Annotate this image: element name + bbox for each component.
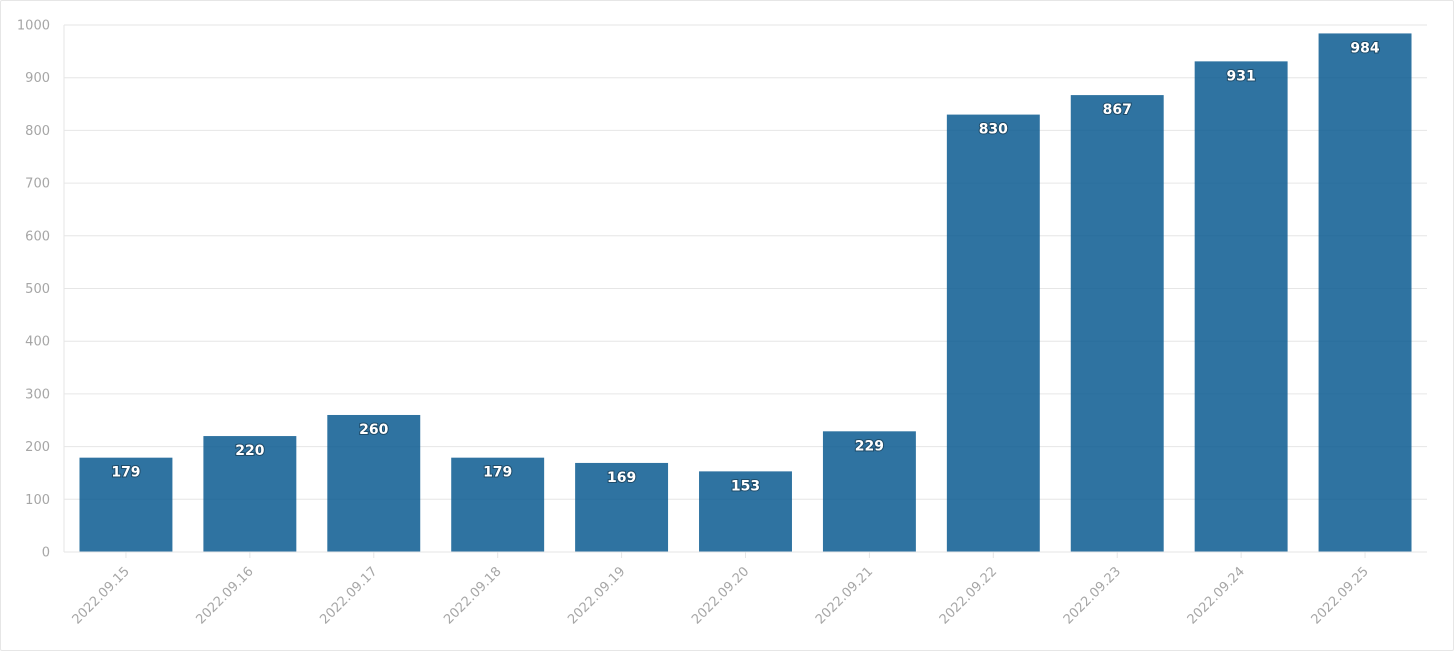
bar[interactable]: [1194, 61, 1288, 552]
x-tick-label: 2022.09.25: [1309, 564, 1372, 627]
bar[interactable]: [79, 457, 173, 552]
y-tick-label: 800: [25, 124, 50, 139]
y-tick-label: 0: [42, 546, 50, 561]
bar-value-label: 260: [359, 422, 388, 438]
x-tick-label: 2022.09.24: [1185, 564, 1248, 627]
bars: [79, 33, 1412, 552]
bar-value-label: 169: [607, 470, 636, 486]
x-tick-label: 2022.09.16: [193, 564, 256, 627]
x-tick-label: 2022.09.19: [565, 564, 628, 627]
bar[interactable]: [699, 471, 792, 552]
bar[interactable]: [203, 436, 297, 552]
bar[interactable]: [575, 462, 669, 552]
bar-value-label: 179: [111, 465, 140, 481]
y-tick-label: 600: [25, 229, 50, 244]
bar-value-label: 229: [855, 438, 884, 454]
bar-value-label: 931: [1227, 68, 1256, 84]
y-tick-label: 700: [25, 177, 50, 192]
bar[interactable]: [1070, 95, 1164, 552]
bar-value-label: 830: [979, 122, 1008, 138]
bar[interactable]: [451, 457, 545, 552]
x-tick-label: 2022.09.21: [813, 564, 876, 627]
x-tick-label: 2022.09.22: [937, 564, 1000, 627]
x-tick-label: 2022.09.15: [70, 564, 133, 627]
y-tick-label: 400: [25, 335, 50, 350]
bar[interactable]: [946, 114, 1040, 552]
bar-value-label: 153: [731, 478, 760, 494]
bar-value-label: 984: [1350, 40, 1379, 56]
y-tick-label: 1000: [17, 19, 50, 34]
x-tick-label: 2022.09.23: [1061, 564, 1124, 627]
bar-value-label: 867: [1103, 102, 1132, 118]
bar-value-label: 220: [235, 443, 264, 459]
y-tick-label: 200: [25, 440, 50, 455]
bar[interactable]: [327, 414, 421, 552]
data-labels: 179 220 260 179 169 153 229 830 867 931 984: [110, 39, 1381, 495]
bar[interactable]: [822, 431, 916, 552]
y-tick-label: 100: [25, 493, 50, 508]
x-tick-label: 2022.09.20: [689, 564, 752, 627]
x-tick-label: 2022.09.18: [441, 564, 504, 627]
y-tick-label: 300: [25, 387, 50, 402]
bar[interactable]: [1318, 33, 1412, 552]
bar-value-label: 179: [483, 465, 512, 481]
y-axis-ticks: 0 100 200 300 400 500 600 700 800 900 1000: [17, 19, 50, 561]
y-tick-label: 900: [25, 71, 50, 86]
y-tick-label: 500: [25, 282, 50, 297]
x-tick-label: 2022.09.17: [317, 564, 380, 627]
x-axis-ticks: 2022.09.15 2022.09.16 2022.09.17 2022.09.18…: [64, 551, 1427, 627]
